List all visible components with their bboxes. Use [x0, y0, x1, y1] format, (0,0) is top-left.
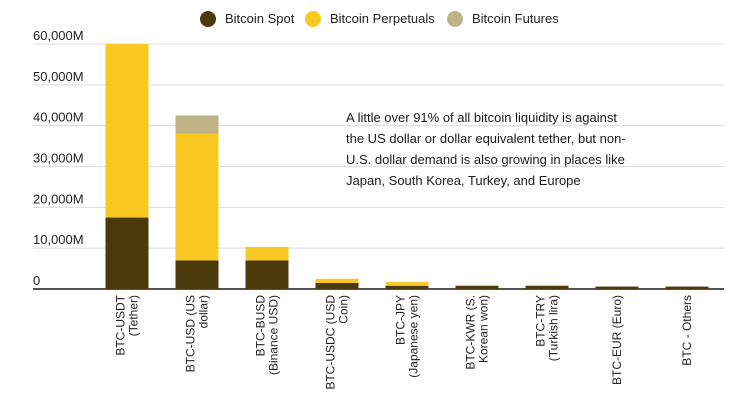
annotation-line: A little over 91% of all bitcoin liquidi… — [346, 110, 617, 125]
x-category-label: BTC-USDC (USD Coin) — [324, 295, 351, 390]
y-tick-label: 60,000M — [33, 28, 84, 43]
bar-segment-bitcoin-spot — [315, 282, 359, 289]
x-tick-label: (Tether) — [127, 295, 141, 336]
legend-marker — [200, 11, 216, 27]
bar-segment-bitcoin-spot — [665, 286, 709, 289]
x-tick-label: BTC-TRY — [534, 295, 548, 347]
x-tick-label: BTC-BUSD — [254, 295, 268, 357]
x-tick-label: (Japanese yen) — [407, 295, 421, 378]
legend-label: Bitcoin Spot — [225, 11, 295, 26]
annotation-line: U.S. dollar demand is also growing in pl… — [346, 152, 625, 167]
x-axis-labels: BTC-USDT (Tether) BTC-USD (US dollar) BTC-BU… — [114, 294, 695, 389]
x-tick-label: BTC-USDC (USD — [324, 295, 338, 390]
x-category-label: BTC - Others — [680, 295, 694, 366]
x-tick-label: BTC-JPY — [394, 295, 408, 345]
x-category-label: BTC-USD (US dollar) — [184, 295, 211, 372]
y-tick-label: 10,000M — [33, 232, 84, 247]
x-tick-label: Korean won) — [477, 295, 491, 363]
x-tick-label: BTC-EUR (Euro) — [610, 295, 624, 385]
annotation-line: the US dollar or dollar equivalent tethe… — [346, 131, 626, 146]
y-tick-label: 0 — [33, 273, 40, 288]
x-tick-label: Coin) — [337, 295, 351, 324]
x-tick-label: BTC-USD (US — [184, 295, 198, 372]
bar-segment-bitcoin-spot — [385, 285, 429, 289]
legend-marker — [447, 11, 463, 27]
legend-label: Bitcoin Perpetuals — [330, 11, 435, 26]
bar-segment-bitcoin-perpetuals — [245, 246, 289, 261]
bar-segment-bitcoin-spot — [595, 286, 639, 289]
annotation-text: A little over 91% of all bitcoin liquidi… — [346, 107, 658, 191]
bar-segment-bitcoin-spot — [525, 285, 569, 289]
bar-segment-bitcoin-spot — [105, 217, 149, 289]
bar-segment-bitcoin-perpetuals — [315, 278, 359, 283]
x-category-label: BTC-TRY (Turkish lira) — [534, 295, 561, 361]
bar-segment-bitcoin-spot — [245, 260, 289, 289]
x-tick-label: BTC - Others — [680, 295, 694, 366]
x-tick-label: dollar) — [197, 295, 211, 328]
x-tick-label: (Binance USD) — [267, 295, 281, 375]
annotation-line: Japan, South Korea, Turkey, and Europe — [346, 173, 581, 188]
y-tick-label: 40,000M — [33, 110, 84, 125]
y-axis-labels: 0 10,000M 20,000M 30,000M 40,000M 50,000M 60,0… — [33, 28, 84, 288]
y-tick-label: 50,000M — [33, 69, 84, 84]
bar-segment-bitcoin-spot — [175, 260, 219, 289]
x-tick-label: BTC-KWR (S. — [464, 295, 478, 370]
legend-marker — [305, 11, 321, 27]
bar-segment-bitcoin-perpetuals — [175, 133, 219, 261]
bar-segment-bitcoin-perpetuals — [385, 282, 429, 286]
x-tick-label: (Turkish lira) — [547, 295, 561, 361]
x-tick-label: BTC-USDT — [114, 294, 128, 355]
legend: Bitcoin Spot Bitcoin Perpetuals Bitcoin Fu… — [200, 11, 559, 27]
bars — [105, 44, 709, 289]
x-category-label: BTC-BUSD (Binance USD) — [254, 295, 281, 375]
y-tick-label: 30,000M — [33, 151, 84, 166]
bar-segment-bitcoin-perpetuals — [105, 44, 149, 218]
x-category-label: BTC-JPY (Japanese yen) — [394, 295, 421, 378]
y-tick-label: 20,000M — [33, 191, 84, 206]
x-category-label: BTC-USDT (Tether) — [114, 294, 141, 355]
bar-segment-bitcoin-spot — [455, 285, 499, 289]
bar-segment-bitcoin-futures — [175, 115, 219, 134]
x-category-label: BTC-KWR (S. Korean won) — [464, 295, 491, 370]
x-category-label: BTC-EUR (Euro) — [610, 295, 624, 385]
legend-label: Bitcoin Futures — [472, 11, 559, 26]
